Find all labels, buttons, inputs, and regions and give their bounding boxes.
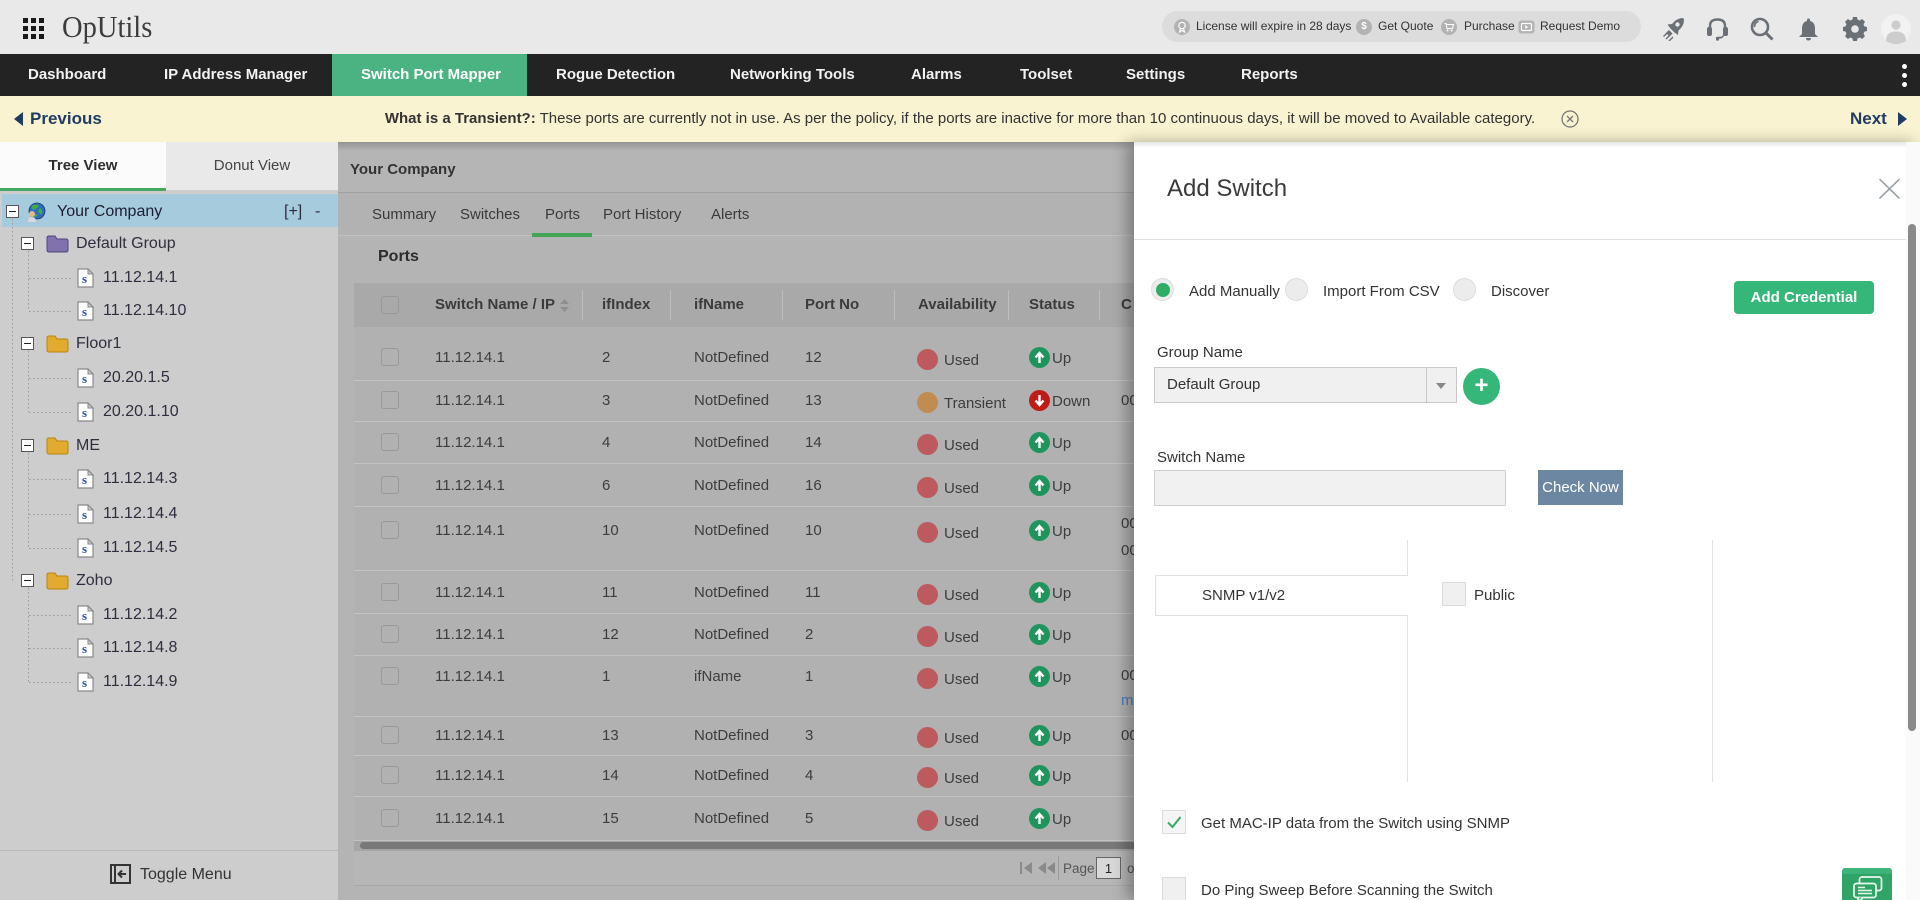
svg-text:s: s bbox=[82, 608, 87, 623]
svg-text:s: s bbox=[82, 371, 87, 386]
svg-text:s: s bbox=[82, 507, 87, 522]
svg-text:s: s bbox=[82, 405, 87, 420]
svg-text:s: s bbox=[82, 271, 87, 286]
svg-text:s: s bbox=[82, 641, 87, 656]
svg-text:s: s bbox=[82, 304, 87, 319]
svg-text:s: s bbox=[82, 541, 87, 556]
svg-text:s: s bbox=[82, 675, 87, 690]
svg-text:s: s bbox=[82, 472, 87, 487]
